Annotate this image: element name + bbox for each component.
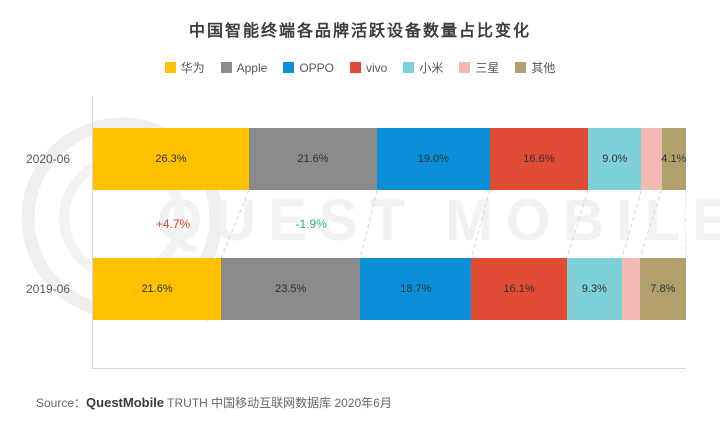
questmobile-brand: QuestMobile bbox=[86, 395, 165, 410]
connector-line bbox=[220, 190, 250, 258]
stacked-bar-2020-06: 26.3% 21.6% 19.0% 16.6% 9.0% 4.1% bbox=[93, 128, 686, 190]
stacked-bar-2019-06: 21.6% 23.5% 18.7% 16.1% 9.3% 7.8% bbox=[93, 258, 686, 320]
legend-label: 华为 bbox=[180, 61, 205, 75]
source-text: TRUTH 中国移动互联网数据库 2020年6月 bbox=[164, 396, 392, 410]
chart-plot-area: 26.3% 21.6% 19.0% 16.6% 9.0% 4.1% +4.7% -1.9% … bbox=[92, 96, 686, 369]
segment-value-label: 4.1% bbox=[661, 153, 687, 165]
bar-segment bbox=[641, 128, 662, 190]
bar-segment: 16.6% bbox=[489, 128, 589, 190]
chart-legend: 华为 Apple OPPO vivo 小米 三星 其他 bbox=[0, 59, 720, 76]
delta-label: +4.7% bbox=[155, 217, 191, 231]
legend-swatch bbox=[403, 62, 415, 73]
legend-label: 小米 bbox=[419, 61, 444, 75]
bar-segment: 19.0% bbox=[377, 128, 490, 190]
legend-item: 华为 bbox=[164, 59, 205, 76]
connector-lines bbox=[220, 190, 686, 258]
connector-line bbox=[639, 190, 663, 258]
segment-value-label: 23.5% bbox=[275, 283, 307, 295]
legend-label: 其他 bbox=[531, 61, 556, 75]
bar-segment: 23.5% bbox=[221, 258, 361, 320]
legend-label: vivo bbox=[366, 60, 388, 75]
bar-segment: 16.1% bbox=[471, 258, 567, 320]
bar-segment: 21.6% bbox=[248, 128, 378, 190]
legend-label: OPPO bbox=[299, 60, 334, 75]
segment-value-label: 26.3% bbox=[155, 153, 187, 165]
segment-value-label: 21.6% bbox=[141, 283, 173, 295]
bar-segment: 7.8% bbox=[639, 258, 686, 320]
bar-segment: 4.1% bbox=[661, 128, 687, 190]
legend-swatch bbox=[459, 62, 471, 73]
legend-swatch bbox=[164, 62, 176, 73]
bar-segment: 21.6% bbox=[93, 258, 222, 320]
source-label: Source： bbox=[36, 396, 87, 410]
legend-item: vivo bbox=[350, 61, 387, 75]
segment-value-label: 19.0% bbox=[417, 153, 449, 165]
connector-line bbox=[470, 190, 491, 258]
segment-value-label: 9.3% bbox=[581, 283, 607, 295]
source-line: Source：QuestMobile TRUTH 中国移动互联网数据库 2020… bbox=[36, 394, 392, 411]
legend-swatch bbox=[283, 62, 295, 73]
segment-value-label: 18.7% bbox=[400, 283, 432, 295]
legend-item: 三星 bbox=[459, 59, 499, 76]
bar-segment: 9.3% bbox=[566, 258, 622, 320]
connector-line bbox=[621, 190, 642, 258]
legend-label: Apple bbox=[236, 60, 268, 75]
segment-value-label: 7.8% bbox=[650, 283, 676, 295]
legend-item: 小米 bbox=[403, 59, 443, 76]
legend-label: 三星 bbox=[475, 61, 500, 75]
legend-swatch bbox=[515, 62, 527, 73]
connector-line bbox=[359, 190, 378, 258]
legend-item: Apple bbox=[220, 60, 268, 75]
bar-segment: 18.7% bbox=[360, 258, 472, 320]
connector-line bbox=[566, 190, 589, 258]
category-label-2019-06: 2019-06 bbox=[26, 282, 71, 296]
chart-title: 中国智能终端各品牌活跃设备数量占比变化 bbox=[188, 23, 531, 40]
delta-label: -1.9% bbox=[295, 217, 327, 231]
legend-swatch bbox=[220, 62, 232, 73]
legend-item: 其他 bbox=[515, 59, 555, 76]
legend-item: OPPO bbox=[283, 61, 334, 75]
connector-band: +4.7% -1.9% bbox=[93, 190, 686, 258]
segment-value-label: 16.1% bbox=[503, 283, 535, 295]
segment-value-label: 21.6% bbox=[297, 153, 329, 165]
bar-segment: 26.3% bbox=[93, 128, 249, 190]
segment-value-label: 9.0% bbox=[602, 153, 628, 165]
segment-value-label: 16.6% bbox=[523, 153, 555, 165]
legend-swatch bbox=[350, 62, 361, 73]
category-label-2020-06: 2020-06 bbox=[26, 152, 71, 166]
bar-segment: 9.0% bbox=[588, 128, 642, 190]
bar-segment bbox=[621, 258, 640, 320]
